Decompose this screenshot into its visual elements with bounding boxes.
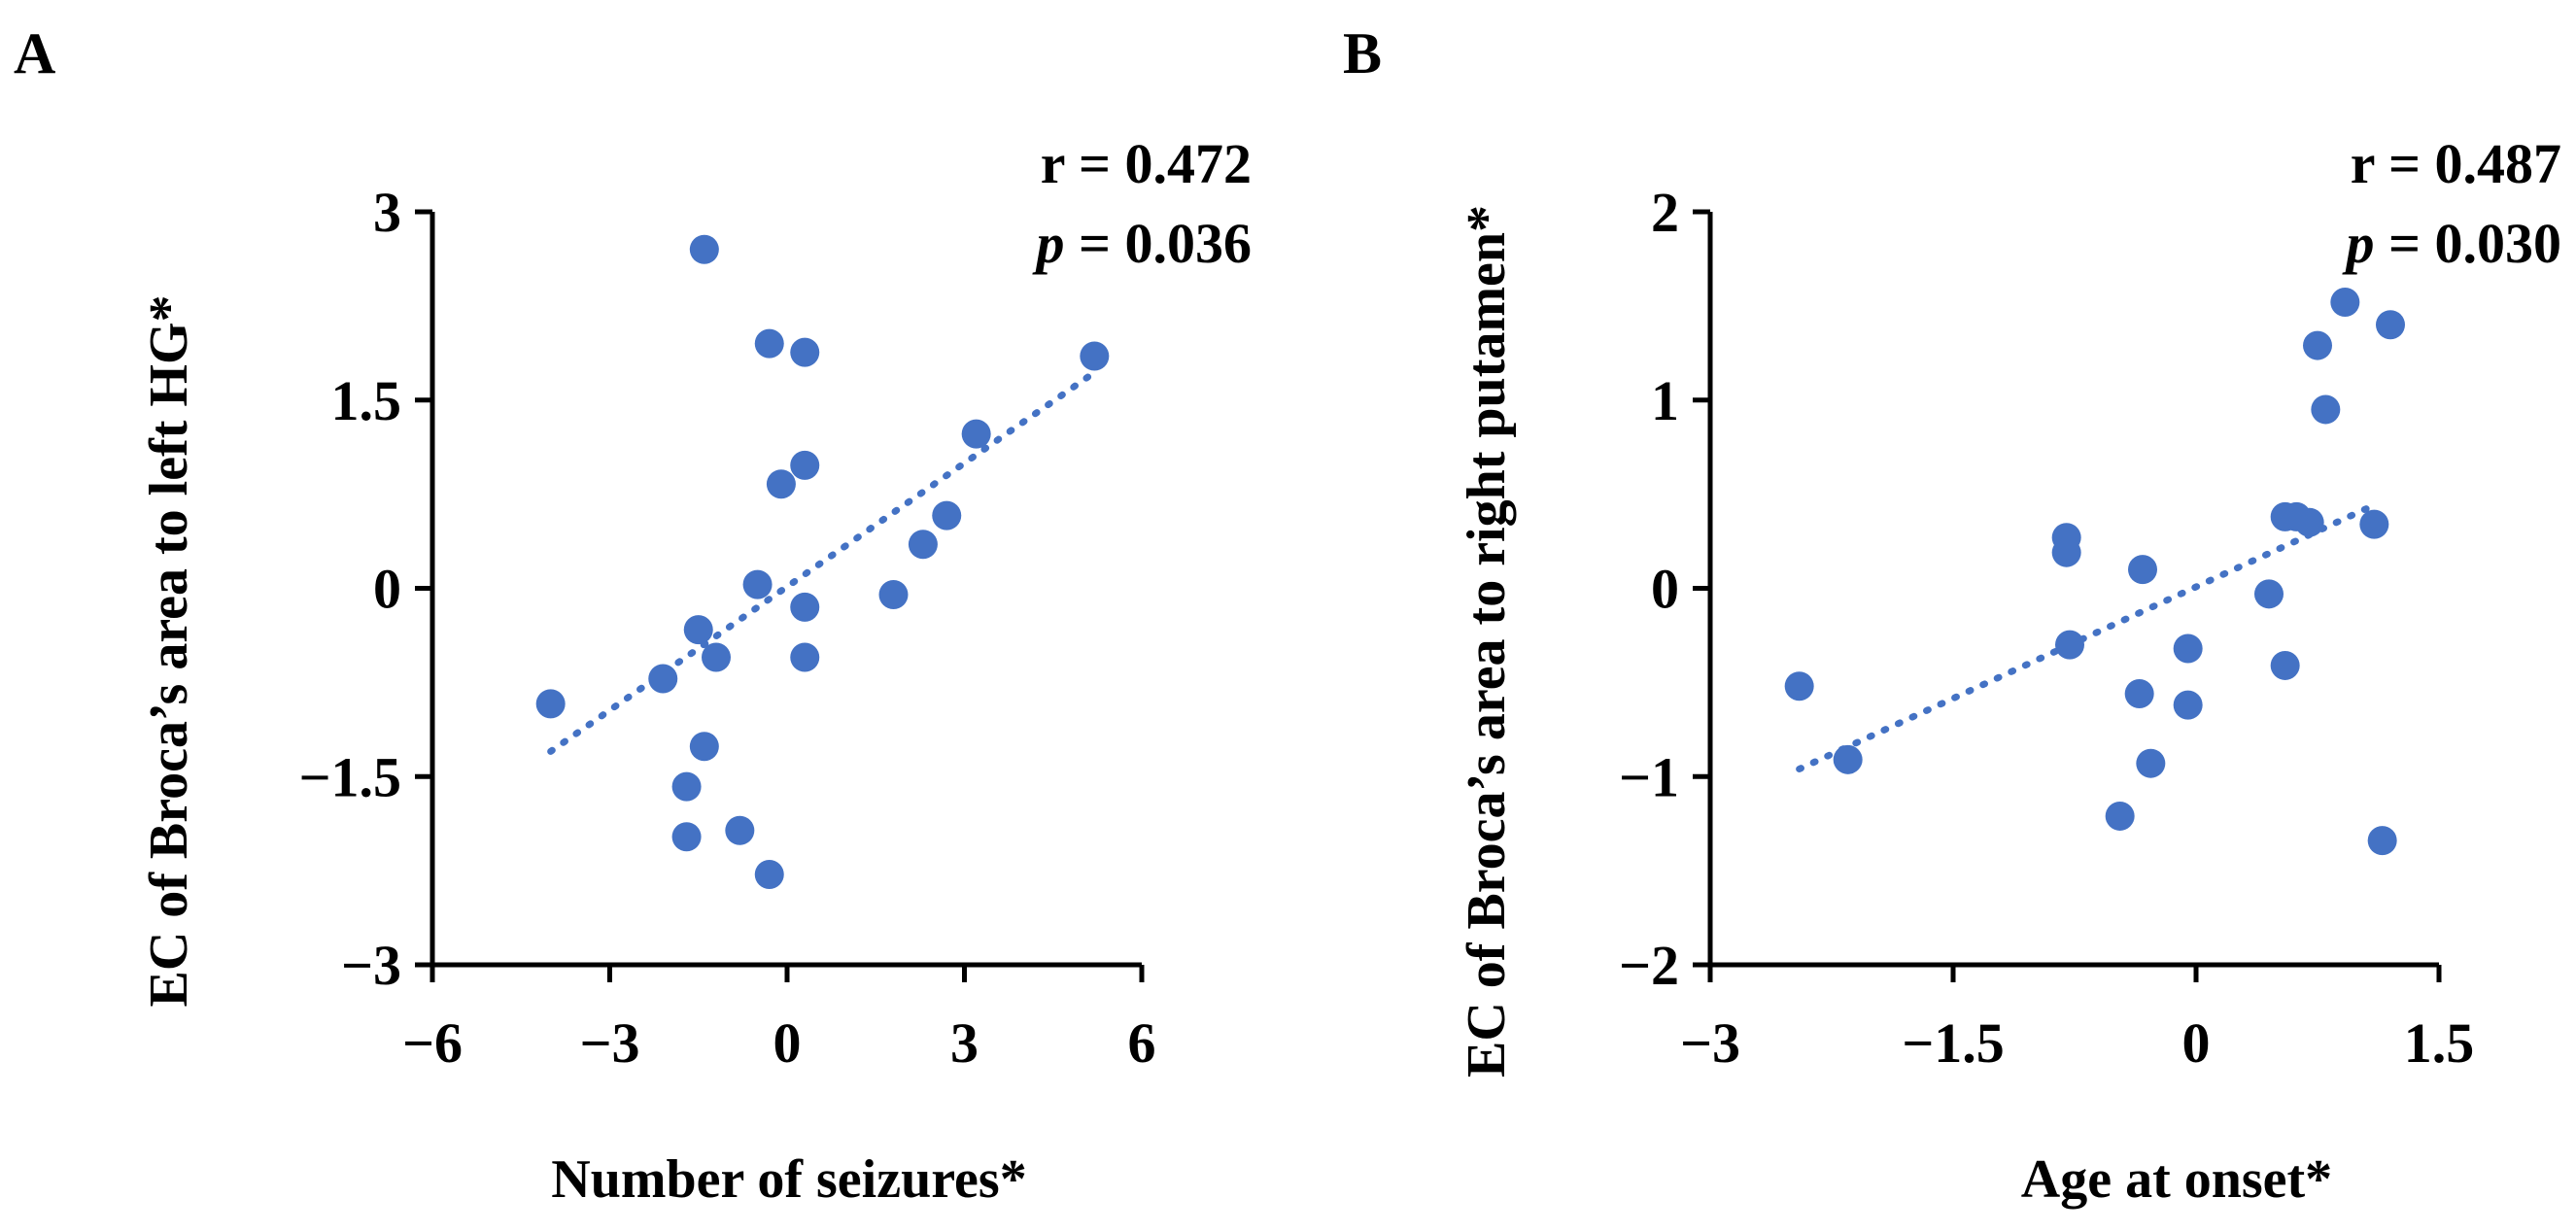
panel-b-data-point: [2173, 633, 2203, 664]
panel-b-data-point: [2359, 509, 2389, 539]
panel-a-data-point: [742, 569, 773, 599]
panel-a-x-tick-label: 0: [773, 1011, 802, 1075]
panel-b-data-point: [2330, 288, 2360, 317]
panel-b-r-value: r = 0.487: [2351, 132, 2561, 195]
panel-b-data-point: [2303, 330, 2332, 360]
panel-b-data-point: [2367, 826, 2397, 856]
panel-b-y-axis-title: EC of Broca’s area to right putamen*: [1457, 205, 1517, 1078]
panel-a-data-point: [648, 664, 678, 694]
panel-a-data-point: [535, 689, 566, 719]
panel-b-data-point: [1784, 671, 1814, 702]
panel-a-data-point: [689, 234, 719, 264]
panel-a-trend-line: [547, 368, 1098, 755]
panel-a-data-point: [878, 579, 909, 609]
panel-a-p-number: = 0.036: [1064, 212, 1252, 275]
panel-a-x-axis-title: Number of seizures*: [551, 1149, 1026, 1210]
panel-a-data-point: [790, 592, 820, 622]
panel-b-data-point: [2311, 394, 2341, 425]
panel-a-data-point: [702, 642, 731, 672]
panel-b-x-tick-label: 0: [2182, 1011, 2211, 1075]
panel-b-y-tick-label: 0: [1651, 558, 1679, 621]
panel-a-data-point: [766, 469, 796, 499]
panel-b-data-point: [2136, 748, 2166, 778]
panel-a-y-tick-label: −1.5: [298, 745, 401, 808]
panel-a-p-symbol: p: [1031, 212, 1064, 275]
panel-b-data-point: [1833, 744, 1863, 774]
panel-a-data-point: [961, 419, 991, 449]
panel-b-y-tick-label: 2: [1651, 181, 1679, 244]
panel-a-x-tick-label: −6: [402, 1011, 463, 1075]
panel-a-label: A: [14, 21, 55, 86]
panel-a-p-value: p = 0.036: [1031, 212, 1252, 275]
panel-b-data-point: [2124, 679, 2154, 708]
panel-b-data-point: [2128, 555, 2157, 585]
panel-b-trend-line: [1796, 499, 2382, 772]
panel-a-data-point: [908, 530, 938, 560]
panel-b-p-value: p = 0.030: [2341, 212, 2561, 275]
panel-b-data-point: [2051, 537, 2081, 567]
panel-a-y-tick-label: 0: [373, 558, 401, 621]
panel-a-y-tick-label: −3: [341, 934, 401, 997]
panel-b-p-number: = 0.030: [2374, 212, 2561, 275]
panel-b-x-tick-label: −1.5: [1902, 1011, 2005, 1075]
panel-a-data-point: [790, 642, 820, 672]
panel-a-data-point: [671, 822, 702, 852]
panel-a-data-point: [683, 615, 713, 645]
panel-a-data-point: [671, 771, 702, 802]
panel-b-data-point: [2294, 507, 2324, 537]
panel-b-plot-area: −2 −1 0 1 2 −3 −1.5 0 1.5: [1619, 181, 2474, 1075]
panel-a-data-point: [790, 450, 820, 480]
panel-a-data-point: [932, 500, 962, 530]
panel-a-x-tick-label: −3: [579, 1011, 639, 1075]
panel-a-data-point: [1080, 341, 1110, 371]
panel-a-x-tick-label: 6: [1128, 1011, 1156, 1075]
panel-b-y-tick-label: 1: [1651, 369, 1679, 432]
panel-a-y-tick-label: 1.5: [331, 369, 402, 432]
panel-a-y-axis-title: EC of Broca’s area to left HG*: [139, 294, 199, 1007]
panel-b-data-point: [2105, 801, 2135, 831]
panel-b-data-point: [2270, 650, 2300, 680]
panel-b-chart: B EC of Broca’s area to right putamen* A…: [1343, 21, 2561, 1210]
panel-b-y-tick-label: −2: [1619, 934, 1679, 997]
panel-b-y-tick-label: −1: [1619, 745, 1679, 808]
panel-a-x-tick-label: 3: [950, 1011, 979, 1075]
panel-a-chart: A EC of Broca’s area to left HG* Number …: [14, 21, 1252, 1210]
panel-b-x-tick-label: −3: [1680, 1011, 1740, 1075]
panel-a-data-point: [754, 328, 784, 359]
panel-b-data-point: [2376, 310, 2405, 340]
panel-a-data-point: [725, 815, 755, 845]
panel-b-label: B: [1343, 21, 1382, 86]
panel-a-data-point: [689, 732, 719, 762]
panel-b-data-point: [2055, 630, 2084, 660]
panel-b-data-point: [2254, 579, 2284, 609]
panel-a-r-value: r = 0.472: [1041, 132, 1252, 195]
panel-b-x-axis-title: Age at onset*: [2021, 1149, 2332, 1210]
panel-a-data-point: [790, 337, 820, 367]
panel-b-p-symbol: p: [2341, 212, 2374, 275]
panel-a-plot-area: −3−1.501.53−6 −3 0 3 6: [298, 181, 1155, 1075]
panel-a-y-tick-label: 3: [373, 181, 401, 244]
panel-a-data-point: [754, 860, 784, 889]
panel-b-data-point: [2173, 690, 2203, 720]
panel-b-x-tick-label: 1.5: [2404, 1011, 2475, 1075]
